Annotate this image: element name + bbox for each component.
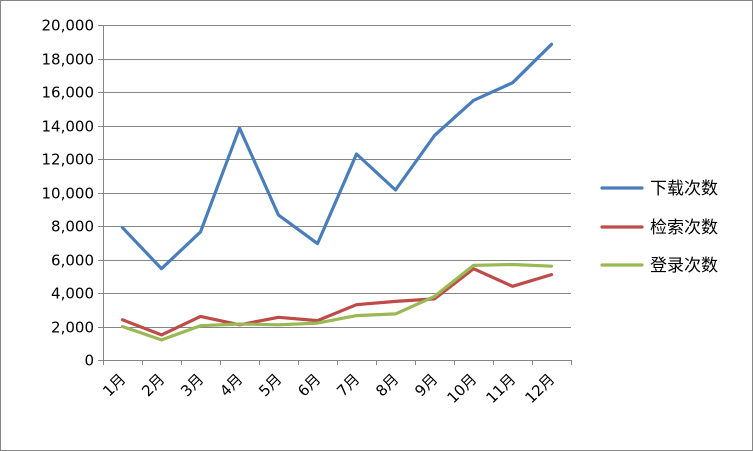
x-tick-label: 8月 <box>372 370 402 400</box>
data-point <box>394 312 398 316</box>
y-tick-label: 4,000 <box>51 285 94 303</box>
series-line-1 <box>120 42 554 271</box>
data-point <box>433 294 437 298</box>
data-point <box>160 338 164 342</box>
data-point <box>199 324 203 328</box>
data-point <box>316 321 320 325</box>
x-tick-label: 3月 <box>177 370 207 400</box>
data-point <box>355 303 359 307</box>
legend-label: 检索次数 <box>650 218 718 238</box>
data-point <box>199 314 203 318</box>
data-point <box>277 323 281 327</box>
x-tick-label: 12月 <box>521 370 558 407</box>
x-tick-label: 9月 <box>411 370 441 400</box>
y-tick-label: 2,000 <box>51 319 94 337</box>
x-tick-label: 5月 <box>255 370 285 400</box>
data-point <box>277 315 281 319</box>
data-point <box>550 42 554 46</box>
y-tick-label: 20,000 <box>42 17 95 35</box>
series-lines <box>120 42 554 342</box>
x-tick-label: 2月 <box>138 370 168 400</box>
y-tick-label: 6,000 <box>51 252 94 270</box>
axes <box>98 25 572 365</box>
data-point <box>121 325 125 329</box>
data-point <box>238 126 242 130</box>
data-point <box>121 318 125 322</box>
y-tick-label: 18,000 <box>42 51 95 69</box>
gridlines <box>103 25 571 328</box>
data-point <box>550 273 554 277</box>
y-axis-tick-labels: 0 2,000 4,000 6,000 8,000 10,000 12,000 14,000 1… <box>42 17 95 370</box>
data-point <box>160 333 164 337</box>
data-point <box>316 242 320 246</box>
data-point <box>511 284 515 288</box>
data-point <box>511 263 515 267</box>
x-tick-label: 4月 <box>216 370 246 400</box>
series-line-2 <box>120 267 554 337</box>
data-point <box>472 98 476 102</box>
data-point <box>199 230 203 234</box>
x-tick-label: 6月 <box>294 370 324 400</box>
x-tick-label: 7月 <box>333 370 363 400</box>
y-tick-label: 8,000 <box>51 218 94 236</box>
data-point <box>160 267 164 271</box>
series-line-3 <box>120 262 554 342</box>
y-tick-label: 14,000 <box>42 118 95 136</box>
data-point <box>121 226 125 230</box>
x-tick-label: 11月 <box>482 370 519 407</box>
data-point <box>433 134 437 138</box>
x-tick-label: 1月 <box>99 370 129 400</box>
data-point <box>550 264 554 268</box>
data-point <box>277 213 281 217</box>
x-axis-tick-labels: 1月 2月 3月 4月 5月 6月 7月 8月 9月 10月 11月 12月 <box>99 370 558 407</box>
data-point <box>511 81 515 85</box>
data-point <box>355 152 359 156</box>
data-point <box>394 299 398 303</box>
y-tick-label: 0 <box>84 352 94 370</box>
x-tick-label: 10月 <box>443 370 480 407</box>
legend-label: 下载次数 <box>650 179 718 199</box>
data-point <box>355 314 359 318</box>
data-point <box>238 322 242 326</box>
y-tick-label: 12,000 <box>42 151 95 169</box>
y-tick-label: 16,000 <box>42 84 95 102</box>
legend-label: 登录次数 <box>650 256 718 276</box>
y-tick-label: 10,000 <box>42 185 95 203</box>
data-point <box>394 188 398 192</box>
data-point <box>472 263 476 267</box>
